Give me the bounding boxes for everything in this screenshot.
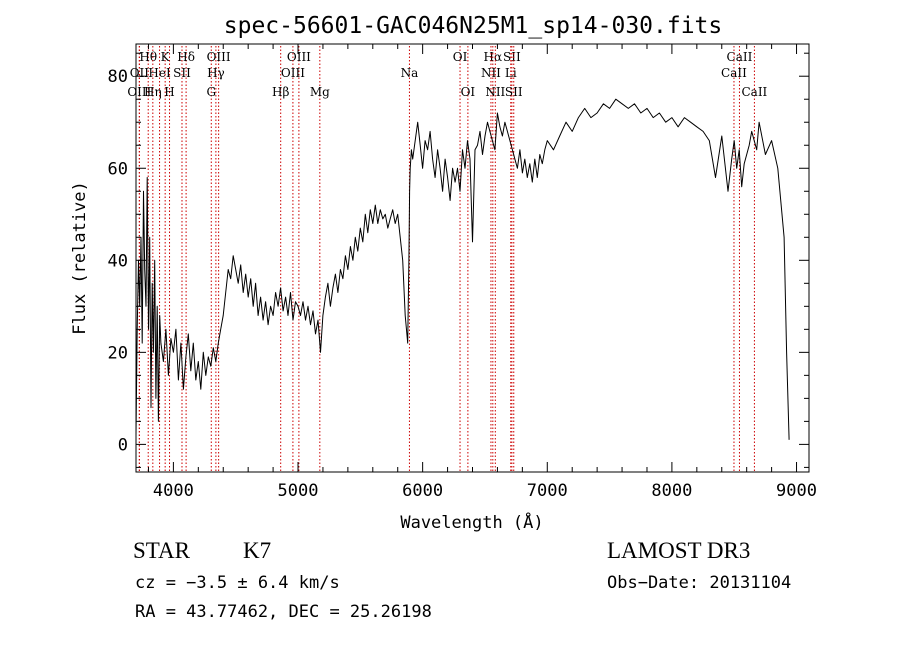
spectrum-line [135,98,790,440]
observation-date: Obs−Date: 20131104 [607,573,792,593]
line-marker-label: K [161,50,171,64]
x-tick-label: 8000 [651,481,692,501]
line-marker-label: HeI [148,66,171,80]
line-marker-label: Hβ [272,85,289,99]
line-marker-label: SII [173,66,191,80]
line-marker-label: CaII [727,50,753,64]
redshift-velocity: cz = −3.5 ± 6.4 km/s [135,573,340,593]
x-axis: 4000 5000 6000 7000 8000 9000 [147,44,817,501]
line-marker-label: H [164,85,174,99]
line-marker-label: CaII [741,85,767,99]
line-marker-label: NII [485,85,505,99]
line-marker-label: G [206,85,216,99]
object-class: STAR [133,538,190,563]
x-tick-label: 4000 [153,481,194,501]
x-axis-label: Wavelength (Å) [400,511,543,533]
line-marker-label: NII [481,66,501,80]
line-marker-label: OIII [287,50,311,64]
y-tick-label: 80 [108,67,128,87]
line-marker-label: Na [401,66,419,80]
line-marker-label: Hγ [207,66,225,80]
line-marker-label: Hα [484,50,503,64]
line-marker-label: Li [505,66,517,80]
x-tick-label: 5000 [278,481,319,501]
survey-name: LAMOST DR3 [607,538,751,563]
line-marker-label: Hδ [177,50,195,64]
y-axis-label: Flux (relative) [70,181,90,335]
line-marker-label: Hθ [139,50,157,64]
x-tick-label: 7000 [527,481,568,501]
chart-title: spec-56601-GAC046N25M1_sp14-030.fits [224,13,723,39]
line-marker-label: OI [453,50,468,64]
y-tick-label: 40 [108,251,128,271]
y-tick-label: 20 [108,343,128,363]
y-tick-label: 60 [108,159,128,179]
line-marker-label: Mg [310,85,330,99]
line-marker-label: OI [461,85,476,99]
ra-dec-coordinates: RA = 43.77462, DEC = 25.26198 [135,602,432,622]
x-tick-label: 9000 [776,481,817,501]
line-marker-label: CaII [721,66,747,80]
line-marker-label: SII [505,85,523,99]
plot-frame [135,43,810,473]
line-marker-label: Hη [144,85,162,99]
x-tick-label: 6000 [402,481,443,501]
line-marker-label: OIII [207,50,231,64]
spectral-subclass: K7 [243,538,272,563]
line-marker-label: OIII [127,85,151,99]
y-axis: 0 20 40 60 80 [108,52,809,468]
line-marker-label: OIII [281,66,305,80]
y-tick-label: 0 [118,435,128,455]
line-marker-label: SII [503,50,521,64]
